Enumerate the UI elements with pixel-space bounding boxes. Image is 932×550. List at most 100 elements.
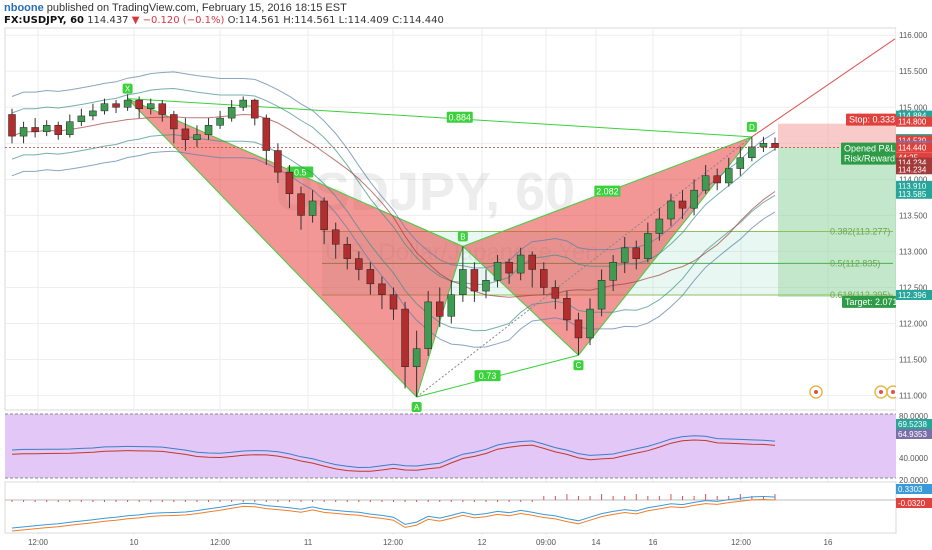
open-value: O:114.561 [227, 15, 280, 26]
y-tick-label: 115.500 [899, 67, 928, 76]
candle-body[interactable] [355, 258, 363, 270]
candle-body[interactable] [644, 233, 652, 259]
candle-body[interactable] [493, 261, 502, 281]
candle-body[interactable] [447, 294, 456, 317]
change-value: ▼ −0.120 (−0.1%) [131, 15, 225, 26]
candle-body[interactable] [8, 114, 16, 137]
author-name[interactable]: nboone [4, 2, 44, 14]
rsi-signal-line [11, 439, 776, 472]
rsi-line [11, 435, 776, 469]
candle-body[interactable] [135, 99, 143, 109]
candle-body[interactable] [274, 150, 282, 173]
price-label: 114.800 [898, 118, 927, 127]
macd-value-bg [896, 484, 932, 494]
rsi-value-bg [896, 429, 932, 439]
price-label-bg [896, 289, 932, 300]
candle-body[interactable] [343, 243, 352, 259]
candle-body[interactable] [620, 247, 629, 263]
candle-body[interactable] [112, 103, 120, 108]
price-label-bg [896, 116, 932, 127]
candle-body[interactable] [690, 189, 698, 209]
candle-body[interactable] [470, 269, 479, 292]
macd-signal-line [11, 498, 776, 532]
candle-body[interactable] [19, 127, 28, 137]
candle-body[interactable] [701, 175, 710, 191]
pattern-leg [462, 246, 579, 356]
candle-body[interactable] [89, 110, 97, 117]
x-tick-label: 14 [592, 538, 601, 547]
candle-body[interactable] [759, 143, 768, 148]
candle-body[interactable] [31, 127, 39, 133]
candle-body[interactable] [725, 168, 733, 184]
publish-line: nboone published on TradingView.com, Feb… [4, 2, 347, 14]
candle-body[interactable] [516, 254, 525, 274]
candle-body[interactable] [308, 200, 317, 216]
candle-body[interactable] [528, 254, 536, 270]
pattern-point-label: A [414, 403, 420, 412]
x-tick-label: 09:00 [536, 538, 557, 547]
candle-body[interactable] [632, 247, 641, 259]
candle-body[interactable] [597, 280, 606, 310]
candle-body[interactable] [574, 319, 583, 339]
candle-body[interactable] [435, 301, 444, 317]
candle-body[interactable] [412, 348, 421, 368]
candle-body[interactable] [42, 125, 51, 133]
candle-body[interactable] [285, 171, 294, 195]
time-axis [0, 535, 932, 550]
candle-body[interactable] [181, 128, 190, 140]
candle-body[interactable] [227, 107, 236, 119]
event-marker-dot [879, 390, 883, 394]
x-tick-label: 12:00 [210, 538, 231, 547]
candle-body[interactable] [655, 218, 664, 234]
candle-body[interactable] [771, 143, 779, 148]
candle-body[interactable] [586, 308, 594, 339]
candle-body[interactable] [320, 200, 328, 231]
candle-body[interactable] [459, 269, 467, 295]
pattern-point-badge [122, 83, 133, 94]
entry-label: Opened P&L [844, 144, 896, 154]
price-label-bg [896, 110, 932, 121]
candle-body[interactable] [667, 200, 675, 220]
candle-body[interactable] [100, 103, 109, 112]
band-line [11, 134, 776, 332]
candle-body[interactable] [146, 103, 155, 109]
x-tick-label: 16 [824, 538, 833, 547]
candle-body[interactable] [262, 117, 271, 151]
candle-body[interactable] [216, 117, 224, 126]
candle-body[interactable] [54, 125, 62, 135]
candle-body[interactable] [331, 229, 340, 245]
candle-body[interactable] [66, 121, 74, 135]
candle-body[interactable] [158, 103, 167, 115]
price-pane [4, 27, 897, 411]
x-tick-label: 10 [130, 538, 139, 547]
candle-body[interactable] [170, 114, 178, 130]
candle-body[interactable] [748, 146, 756, 158]
candle-body[interactable] [713, 175, 721, 184]
stop-label: Stop: 0.333 [849, 115, 895, 125]
pattern-leg [127, 98, 417, 398]
price-label-bg [896, 164, 932, 175]
candle-body[interactable] [297, 193, 305, 216]
candle-body[interactable] [378, 283, 386, 295]
candle-body[interactable] [401, 308, 409, 368]
candle-body[interactable] [736, 157, 745, 169]
candle-body[interactable] [540, 269, 548, 288]
candle-body[interactable] [123, 99, 132, 108]
candle-body[interactable] [563, 298, 571, 321]
candle-body[interactable] [482, 280, 490, 292]
y-tick-label: 114.000 [899, 175, 928, 184]
candle-body[interactable] [551, 287, 560, 299]
low-value: L:114.409 [338, 15, 389, 26]
candle-body[interactable] [77, 115, 86, 122]
candle-body[interactable] [251, 99, 259, 119]
candle-body[interactable] [389, 294, 398, 310]
candle-body[interactable] [193, 134, 201, 140]
candle-body[interactable] [366, 269, 375, 285]
candle-body[interactable] [505, 261, 513, 274]
candle-body[interactable] [424, 301, 432, 349]
candle-body[interactable] [609, 261, 617, 281]
candle-body[interactable] [239, 99, 247, 108]
candle-body[interactable] [678, 200, 687, 209]
candle-body[interactable] [204, 125, 213, 135]
